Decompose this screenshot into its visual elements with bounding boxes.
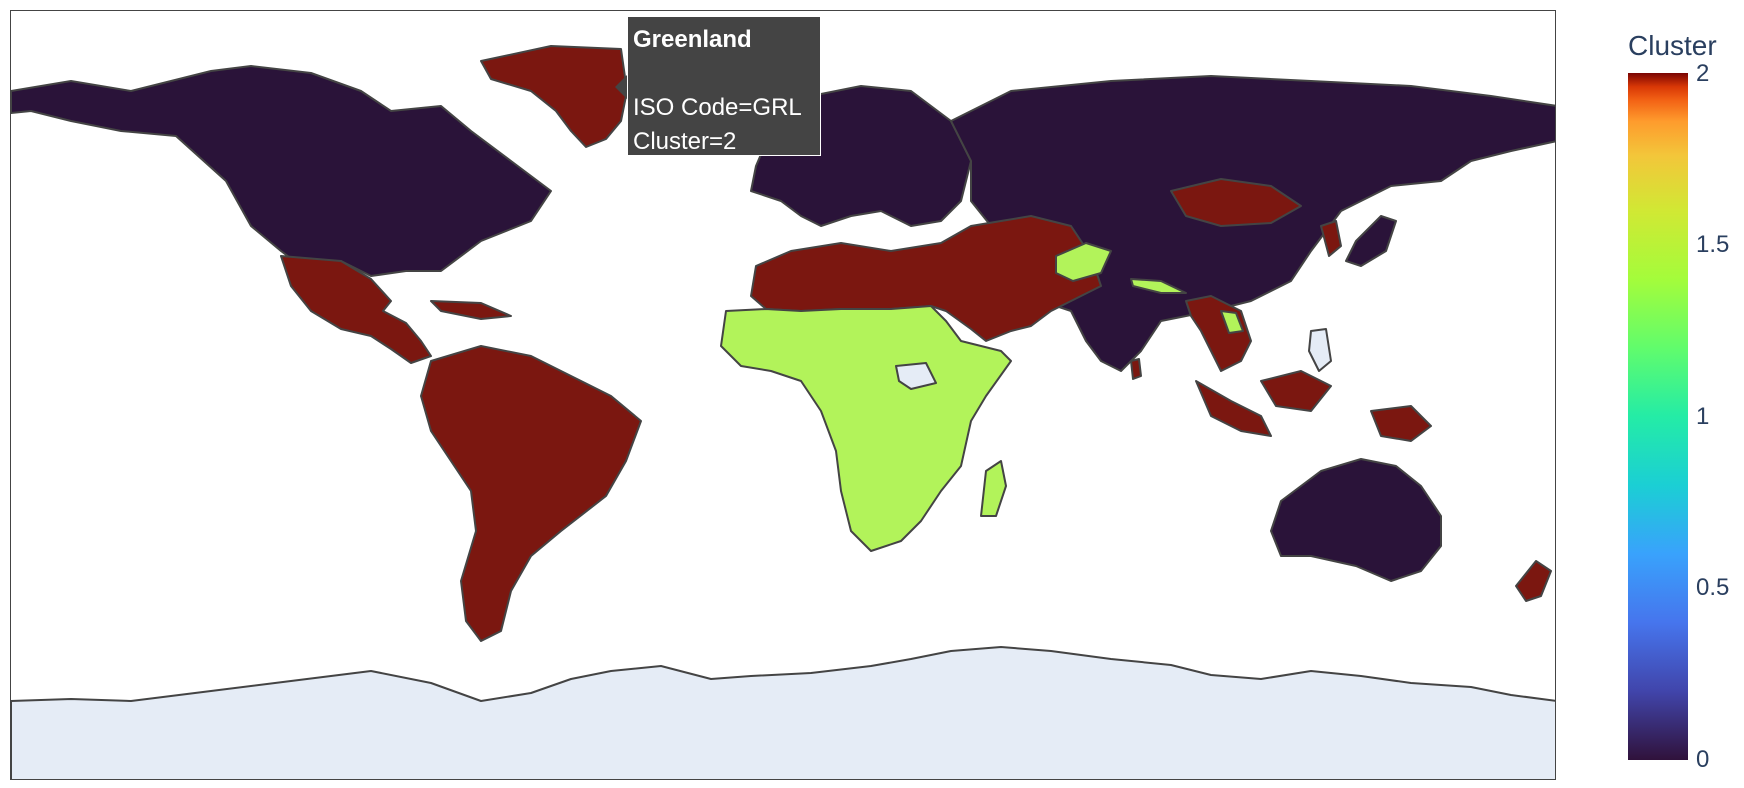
- region-new-zealand[interactable]: [1515, 560, 1552, 602]
- region-nepal[interactable]: [1130, 278, 1187, 294]
- region-north-america[interactable]: [11, 65, 552, 277]
- region-greenland[interactable]: [480, 45, 628, 148]
- choropleth-map[interactable]: Greenland ISO Code=GRL Cluster=2: [10, 10, 1556, 780]
- region-south-america[interactable]: [420, 345, 642, 642]
- region-australia[interactable]: [1270, 458, 1442, 582]
- tooltip-iso-code: ISO Code=GRL: [633, 94, 802, 121]
- world-map-svg[interactable]: [11, 11, 1556, 780]
- region-mongolia[interactable]: [1170, 178, 1302, 227]
- region-philippines[interactable]: [1308, 328, 1332, 372]
- tooltip-cluster: Cluster=2: [633, 128, 737, 155]
- region-sri-lanka[interactable]: [1130, 358, 1142, 380]
- region-laos[interactable]: [1220, 310, 1244, 334]
- tooltip-title: Greenland: [633, 26, 752, 53]
- region-antarctica[interactable]: [11, 646, 1556, 780]
- region-south-sudan[interactable]: [895, 362, 937, 390]
- region-afghanistan[interactable]: [1055, 242, 1112, 282]
- tooltip-spacer: [633, 57, 815, 91]
- colorbar-tick-1-5: 1.5: [1696, 231, 1730, 258]
- region-indonesia[interactable]: [1195, 370, 1432, 442]
- colorbar-gradient: [1628, 73, 1688, 760]
- region-central-america[interactable]: [280, 255, 432, 364]
- region-madagascar[interactable]: [980, 460, 1007, 517]
- region-sub-saharan-africa[interactable]: [720, 305, 1012, 552]
- region-korea[interactable]: [1320, 220, 1342, 257]
- region-southeast-asia[interactable]: [1185, 295, 1252, 372]
- colorbar-tick-0-5: 0.5: [1696, 574, 1730, 601]
- region-japan[interactable]: [1345, 215, 1397, 267]
- region-caribbean[interactable]: [430, 300, 512, 320]
- colorbar-tick-1: 1: [1696, 403, 1710, 430]
- hover-tooltip: Greenland ISO Code=GRL Cluster=2: [615, 16, 821, 156]
- tooltip-arrow: [615, 75, 627, 99]
- colorbar-title: Cluster: [1628, 30, 1717, 61]
- colorbar-tick-0: 0: [1696, 746, 1710, 773]
- colorbar-tick-2: 2: [1696, 60, 1710, 87]
